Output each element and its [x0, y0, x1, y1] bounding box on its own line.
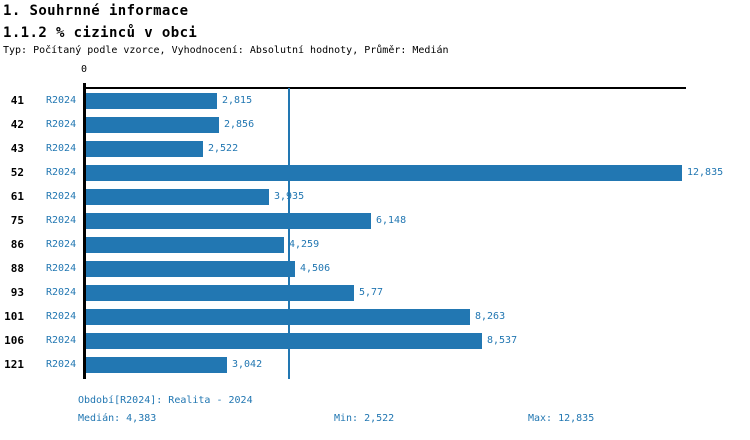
bar-row: 101 R2024 8,263: [0, 306, 750, 330]
bar-value-label: 2,856: [224, 119, 255, 130]
row-category-label: 88: [10, 262, 24, 275]
bar: [86, 165, 682, 181]
x-axis-top-line: [84, 87, 686, 89]
bar: [86, 237, 284, 253]
bar-row: 93 R2024 5,77: [0, 282, 750, 306]
footer-min-label: Min: 2,522: [334, 413, 395, 424]
row-category-label: 86: [10, 238, 24, 251]
y-axis-line: [83, 83, 86, 379]
row-series-label: R2024: [46, 287, 77, 298]
bar-row: 75 R2024 6,148: [0, 210, 750, 234]
bar-value-label: 8,263: [475, 311, 506, 322]
bar-rows-container: 41 R2024 2,815 42 R2024 2,856 43 R2024 2…: [0, 90, 750, 378]
row-category-label: 43: [10, 142, 24, 155]
row-series-label: R2024: [46, 359, 77, 370]
row-series-label: R2024: [46, 119, 77, 130]
row-category-label: 75: [10, 214, 24, 227]
footer-median-label: Medián: 4,383: [78, 413, 157, 424]
bar: [86, 141, 203, 157]
footer-max-label: Max: 12,835: [528, 413, 595, 424]
indicator-title: 1.1.2 % cizinců v obci: [3, 25, 198, 41]
bar: [86, 213, 371, 229]
row-category-label: 106: [4, 334, 24, 347]
row-category-label: 52: [10, 166, 24, 179]
bar-value-label: 3,935: [274, 191, 305, 202]
row-series-label: R2024: [46, 311, 77, 322]
bar-row: 43 R2024 2,522: [0, 138, 750, 162]
bar: [86, 357, 227, 373]
row-category-label: 61: [10, 190, 24, 203]
bar-row: 88 R2024 4,506: [0, 258, 750, 282]
bar-value-label: 4,259: [289, 239, 320, 250]
bar-row: 41 R2024 2,815: [0, 90, 750, 114]
bar-row: 42 R2024 2,856: [0, 114, 750, 138]
axis-zero-tick-label: 0: [80, 64, 88, 75]
section-title: 1. Souhrnné informace: [3, 3, 189, 19]
bar-value-label: 5,77: [359, 287, 384, 298]
row-series-label: R2024: [46, 143, 77, 154]
row-series-label: R2024: [46, 215, 77, 226]
bar-value-label: 6,148: [376, 215, 407, 226]
bar-row: 121 R2024 3,042: [0, 354, 750, 378]
row-category-label: 41: [10, 94, 24, 107]
bar-value-label: 2,815: [222, 95, 253, 106]
row-series-label: R2024: [46, 239, 77, 250]
bar-row: 52 R2024 12,835: [0, 162, 750, 186]
bar-value-label: 2,522: [208, 143, 239, 154]
bar-value-label: 4,506: [300, 263, 331, 274]
row-series-label: R2024: [46, 335, 77, 346]
row-category-label: 101: [4, 310, 24, 323]
bar: [86, 261, 295, 277]
row-category-label: 121: [4, 358, 24, 371]
bar: [86, 285, 354, 301]
footer-period-label: Období[R2024]: Realita - 2024: [78, 395, 253, 406]
row-category-label: 93: [10, 286, 24, 299]
median-line: [288, 88, 290, 379]
row-series-label: R2024: [46, 191, 77, 202]
bar-value-label: 3,042: [232, 359, 263, 370]
bar-row: 106 R2024 8,537: [0, 330, 750, 354]
bar: [86, 333, 482, 349]
bar-row: 61 R2024 3,935: [0, 186, 750, 210]
row-series-label: R2024: [46, 167, 77, 178]
bar: [86, 93, 217, 109]
chart-meta-line: Typ: Počítaný podle vzorce, Vyhodnocení:…: [3, 45, 449, 56]
row-series-label: R2024: [46, 263, 77, 274]
row-category-label: 42: [10, 118, 24, 131]
row-series-label: R2024: [46, 95, 77, 106]
bar: [86, 189, 269, 205]
bar-row: 86 R2024 4,259: [0, 234, 750, 258]
bar-value-label: 12,835: [687, 167, 724, 178]
bar: [86, 117, 219, 133]
bar: [86, 309, 470, 325]
bar-value-label: 8,537: [487, 335, 518, 346]
